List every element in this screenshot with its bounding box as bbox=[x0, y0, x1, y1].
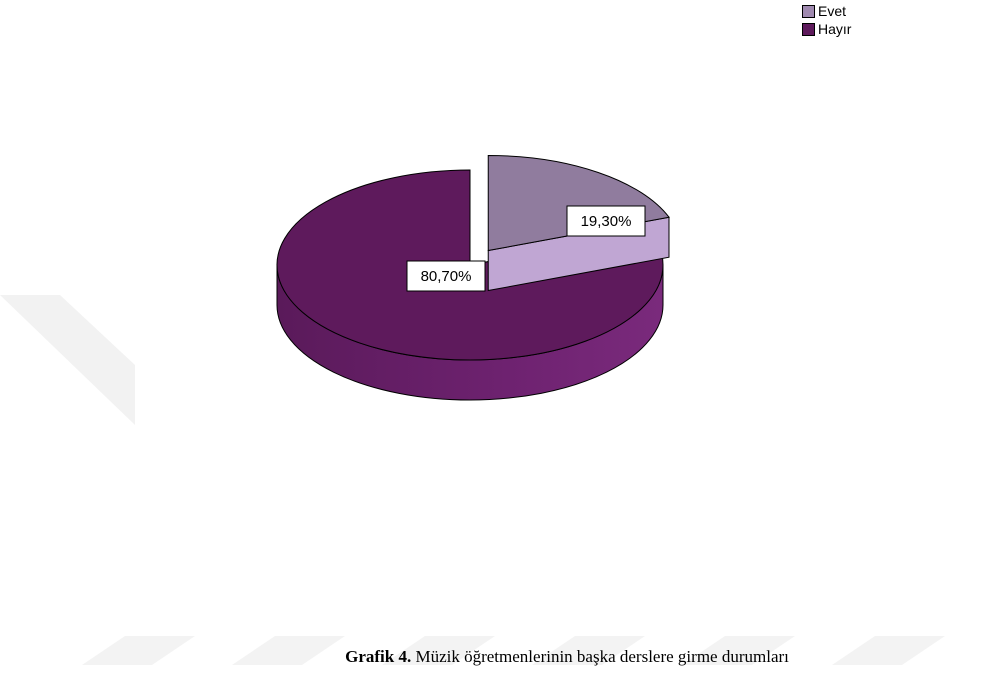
legend-label-evet: Evet bbox=[818, 3, 846, 19]
data-label-hayir: 80,70% bbox=[407, 261, 485, 291]
legend-label-hayir: Hayır bbox=[818, 21, 851, 37]
data-label-text-evet: 19,30% bbox=[581, 213, 632, 230]
legend-swatch-evet bbox=[802, 5, 815, 18]
legend-swatch-hayir bbox=[802, 23, 815, 36]
caption-label: Grafik 4. bbox=[345, 647, 411, 666]
legend: Evet Hayır bbox=[802, 2, 851, 38]
legend-item-hayir: Hayır bbox=[802, 20, 851, 38]
figure-caption: Grafik 4. Müzik öğretmenlerinin başka de… bbox=[0, 647, 984, 667]
data-label-text-hayir: 80,70% bbox=[421, 268, 472, 285]
legend-item-evet: Evet bbox=[802, 2, 851, 20]
caption-text: Müzik öğretmenlerinin başka derslere gir… bbox=[411, 647, 789, 666]
data-label-evet: 19,30% bbox=[567, 206, 645, 236]
